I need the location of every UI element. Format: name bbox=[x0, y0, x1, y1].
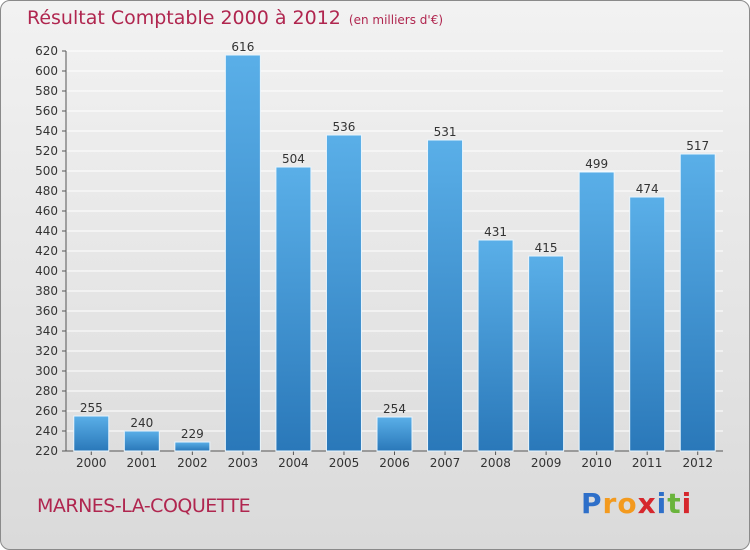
bar-labels: 255 240 229 616 504 536 254 531 431 415 499 474 517 bbox=[80, 40, 709, 441]
x-tick-label: 2004 bbox=[278, 456, 309, 470]
bar-value-label: 531 bbox=[434, 125, 457, 139]
axes: 220 240 260 280 300 320 340 360 380 400 420 440 460 4… bbox=[35, 44, 723, 470]
x-tick-label: 2008 bbox=[480, 456, 511, 470]
x-tick-label: 2005 bbox=[329, 456, 360, 470]
bar bbox=[477, 239, 514, 452]
bar-value-label: 255 bbox=[80, 401, 103, 415]
bar bbox=[578, 171, 615, 452]
y-tick-label: 420 bbox=[35, 244, 58, 258]
y-tick-label: 280 bbox=[35, 384, 58, 398]
x-tick-label: 2003 bbox=[228, 456, 259, 470]
bar bbox=[376, 416, 413, 452]
y-tick-label: 540 bbox=[35, 124, 58, 138]
y-tick-label: 220 bbox=[35, 444, 58, 458]
chart-subtitle: (en milliers d'€) bbox=[348, 13, 444, 27]
x-tick-label: 2000 bbox=[76, 456, 107, 470]
logo-letter: P bbox=[581, 487, 603, 520]
y-tick-label: 620 bbox=[35, 44, 58, 58]
bar bbox=[427, 139, 464, 452]
bar-value-label: 431 bbox=[484, 225, 507, 239]
y-tick-label: 600 bbox=[35, 64, 58, 78]
bar-value-label: 536 bbox=[333, 120, 356, 134]
gridlines bbox=[66, 50, 723, 452]
x-tick-label: 2011 bbox=[632, 456, 663, 470]
bar bbox=[73, 415, 110, 452]
bar-value-label: 499 bbox=[585, 157, 608, 171]
bar-value-label: 254 bbox=[383, 402, 406, 416]
y-tick-label: 320 bbox=[35, 344, 58, 358]
bar bbox=[123, 430, 160, 452]
x-tick-label: 2010 bbox=[581, 456, 612, 470]
x-tick-label: 2007 bbox=[430, 456, 461, 470]
y-tick-label: 500 bbox=[35, 164, 58, 178]
bar bbox=[275, 166, 312, 452]
y-tick-label: 260 bbox=[35, 404, 58, 418]
bar bbox=[174, 441, 211, 452]
bars bbox=[73, 54, 716, 452]
x-tick-label: 2002 bbox=[177, 456, 208, 470]
bar-value-label: 517 bbox=[686, 139, 709, 153]
commune-name: MARNES-LA-COQUETTE bbox=[37, 495, 251, 517]
bar-value-label: 240 bbox=[130, 416, 153, 430]
y-tick-label: 400 bbox=[35, 264, 58, 278]
bar bbox=[679, 153, 716, 452]
y-tick-label: 460 bbox=[35, 204, 58, 218]
logo-letter: t bbox=[667, 487, 682, 520]
bar bbox=[528, 255, 565, 452]
y-tick-label: 240 bbox=[35, 424, 58, 438]
bar-value-label: 229 bbox=[181, 427, 204, 441]
logo-letter: r bbox=[602, 487, 618, 520]
proxiti-logo: Proxiti bbox=[581, 487, 692, 520]
bar bbox=[629, 196, 666, 452]
bar bbox=[224, 54, 261, 452]
bar-value-label: 504 bbox=[282, 152, 305, 166]
x-tick-label: 2001 bbox=[127, 456, 158, 470]
logo-letter: i bbox=[656, 487, 668, 520]
y-tick-label: 520 bbox=[35, 144, 58, 158]
y-tick-label: 340 bbox=[35, 324, 58, 338]
chart-title-text: Résultat Comptable 2000 à 2012 bbox=[27, 7, 341, 29]
x-tick-label: 2012 bbox=[682, 456, 713, 470]
bar-value-label: 616 bbox=[231, 40, 254, 54]
y-tick-label: 580 bbox=[35, 84, 58, 98]
bar-value-label: 415 bbox=[535, 241, 558, 255]
y-tick-label: 560 bbox=[35, 104, 58, 118]
logo-letter: o bbox=[617, 487, 638, 520]
chart-title: Résultat Comptable 2000 à 2012 (en millie… bbox=[27, 7, 443, 29]
x-tick-label: 2006 bbox=[379, 456, 410, 470]
bar bbox=[325, 134, 362, 452]
y-tick-label: 480 bbox=[35, 184, 58, 198]
logo-letter: i bbox=[681, 487, 693, 520]
y-tick-label: 300 bbox=[35, 364, 58, 378]
y-tick-label: 380 bbox=[35, 284, 58, 298]
y-tick-label: 440 bbox=[35, 224, 58, 238]
x-tick-label: 2009 bbox=[531, 456, 562, 470]
logo-letter: x bbox=[637, 487, 657, 520]
bar-value-label: 474 bbox=[636, 182, 659, 196]
y-tick-label: 360 bbox=[35, 304, 58, 318]
